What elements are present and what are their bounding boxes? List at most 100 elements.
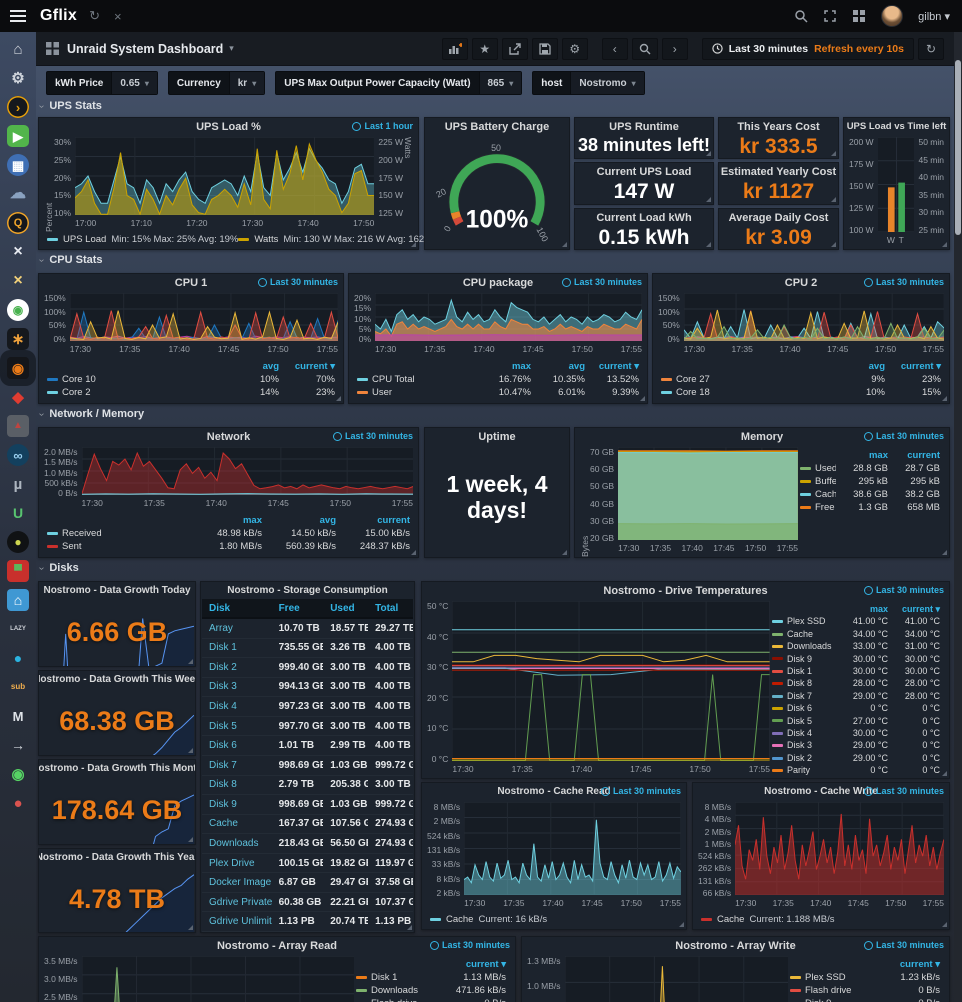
share-graph-app-icon[interactable]: ∗	[7, 328, 29, 350]
home-assistant-icon[interactable]: ⌂	[7, 589, 29, 611]
row-header-cpu-stats[interactable]: › CPU Stats	[36, 254, 103, 266]
cache-read-chart[interactable]	[464, 802, 681, 895]
time-back-button[interactable]: ‹	[601, 37, 628, 60]
sushi-app-icon[interactable]: ●	[7, 531, 29, 553]
table-column-header[interactable]: Free	[278, 602, 300, 614]
cpu1-chart[interactable]	[69, 293, 338, 341]
grafana-icon[interactable]: ◉	[7, 357, 29, 379]
legend-column-header[interactable]: current	[377, 515, 410, 526]
legend-item[interactable]: Disk 8	[772, 677, 836, 689]
variable-ups-capacity[interactable]: UPS Max Output Power Capacity (Watt) 865 ▾	[275, 71, 523, 95]
refresh-dashboard-button[interactable]: ↻	[918, 37, 944, 60]
legend-item[interactable]: Disk 1	[356, 971, 430, 984]
star-button[interactable]: ★	[471, 37, 498, 60]
scrollbar[interactable]	[954, 32, 962, 1002]
legend-item[interactable]: Disk 1	[772, 665, 836, 677]
utorrent-icon[interactable]: µ	[13, 475, 23, 493]
legend-column-header[interactable]: max	[511, 361, 531, 372]
legend-item[interactable]: Received	[47, 527, 188, 540]
zoom-out-button[interactable]	[631, 37, 658, 60]
legend-column-header[interactable]: current ▾	[294, 361, 335, 372]
legend-item[interactable]: Disk 3	[772, 739, 836, 751]
emby-icon[interactable]: ▶	[7, 125, 29, 147]
row-header-network-memory[interactable]: › Network / Memory	[36, 408, 145, 420]
legend-column-header[interactable]: avg	[262, 361, 279, 372]
docker-icon[interactable]: ▦	[7, 154, 29, 176]
network-chart[interactable]	[81, 447, 413, 495]
variable-kwh-price[interactable]: kWh Price 0.65 ▾	[46, 71, 158, 95]
legend-item[interactable]: Disk 2	[772, 752, 836, 764]
legend-item[interactable]: Plex SSD	[790, 971, 864, 984]
hamburger-menu-icon[interactable]	[0, 0, 36, 32]
legend-column-header[interactable]: current ▾	[901, 604, 940, 614]
cpu2-chart[interactable]	[683, 293, 944, 341]
legend-column-header[interactable]: avg	[319, 515, 336, 526]
variable-host[interactable]: host Nostromo ▾	[532, 71, 645, 95]
legend-item[interactable]: Disk 7	[772, 690, 836, 702]
legend-item[interactable]: Flash drive	[790, 984, 864, 997]
variable-currency[interactable]: Currency kr ▾	[167, 71, 266, 95]
legend-column-header[interactable]: current ▾	[899, 959, 940, 970]
legend-column-header[interactable]: avg	[868, 361, 885, 372]
array-write-chart[interactable]	[565, 956, 788, 1002]
home-icon[interactable]: ⌂	[13, 40, 23, 58]
add-panel-button[interactable]	[441, 37, 468, 60]
legend-item[interactable]: Used	[800, 462, 836, 475]
logout-icon[interactable]: →	[11, 737, 25, 753]
share-button[interactable]	[501, 37, 528, 60]
legend-item[interactable]: Cached	[800, 488, 836, 501]
water-drop-app-icon[interactable]: ●	[13, 650, 23, 666]
green-globe-app-icon[interactable]: ◉	[7, 299, 29, 321]
legend-item[interactable]: Disk 9	[790, 997, 864, 1002]
settings-button[interactable]: ⚙	[561, 37, 588, 60]
legend-column-header[interactable]: current	[907, 450, 940, 461]
legend-item[interactable]: Plex SSD	[772, 615, 836, 627]
dashboard-title[interactable]: Unraid System Dashboard	[67, 41, 224, 56]
legend-item[interactable]: Core 27	[661, 373, 829, 386]
close-icon[interactable]: ×	[113, 8, 122, 24]
memory-chart[interactable]	[618, 447, 798, 540]
scrollbar-thumb[interactable]	[955, 60, 961, 235]
fullscreen-icon[interactable]	[823, 9, 837, 23]
legend-column-header[interactable]: current ▾	[900, 361, 941, 372]
search-icon[interactable]	[794, 9, 808, 23]
legend-item[interactable]: CPU Total	[357, 373, 477, 386]
cloud-icon[interactable]: ☁	[10, 185, 26, 202]
legend-item[interactable]: Sent	[47, 540, 188, 553]
legend-item[interactable]: Downloads	[772, 640, 836, 652]
legend-item[interactable]: Disk 5	[772, 715, 836, 727]
legend-item[interactable]: Buffered	[800, 475, 836, 488]
legend-item[interactable]: Cache Current: 16 kB/s	[430, 914, 547, 925]
pihole-shield-icon[interactable]: ◆	[12, 388, 24, 406]
save-button[interactable]	[531, 37, 558, 60]
jackett-search-icon[interactable]: Q	[7, 212, 29, 234]
legend-item[interactable]: Core 10	[47, 373, 223, 386]
table-column-header[interactable]: Used	[330, 602, 355, 614]
github-icon[interactable]: ◉	[11, 765, 25, 783]
legend-item[interactable]: Cache	[772, 628, 836, 640]
apps-grid-icon[interactable]	[852, 9, 866, 23]
library-building-icon[interactable]: M	[12, 708, 24, 724]
prometheus-icon[interactable]: ●	[13, 794, 23, 812]
time-range-picker[interactable]: Last 30 minutes Refresh every 10s	[701, 37, 914, 60]
array-read-chart[interactable]	[82, 956, 354, 1002]
legend-column-header[interactable]: avg	[568, 361, 585, 372]
time-forward-button[interactable]: ›	[661, 37, 688, 60]
drive-temperatures-chart[interactable]	[452, 601, 770, 761]
cache-write-chart[interactable]	[735, 802, 944, 895]
proxmox-icon[interactable]: ▲	[7, 415, 29, 437]
legend-item[interactable]: Disk 9	[772, 653, 836, 665]
kodi-white-icon[interactable]: ×	[13, 243, 23, 260]
ombi-icon[interactable]: ∞	[7, 444, 29, 466]
legend-item[interactable]: Core 2	[47, 386, 223, 399]
legend-column-header[interactable]: current ▾	[465, 959, 506, 970]
unraid-icon[interactable]: U	[12, 505, 24, 521]
legend-item[interactable]: Disk 6	[772, 702, 836, 714]
dashboard-title-caret-icon[interactable]: ▾	[229, 43, 234, 53]
table-column-header[interactable]: Total	[375, 602, 399, 614]
subsonic-icon[interactable]: sub	[10, 682, 26, 691]
table-column-header[interactable]: Disk	[209, 602, 231, 614]
username[interactable]: gilbn ▾	[918, 10, 950, 23]
legend-item[interactable]: Disk 4	[772, 727, 836, 739]
legend-item[interactable]: User	[357, 386, 477, 399]
